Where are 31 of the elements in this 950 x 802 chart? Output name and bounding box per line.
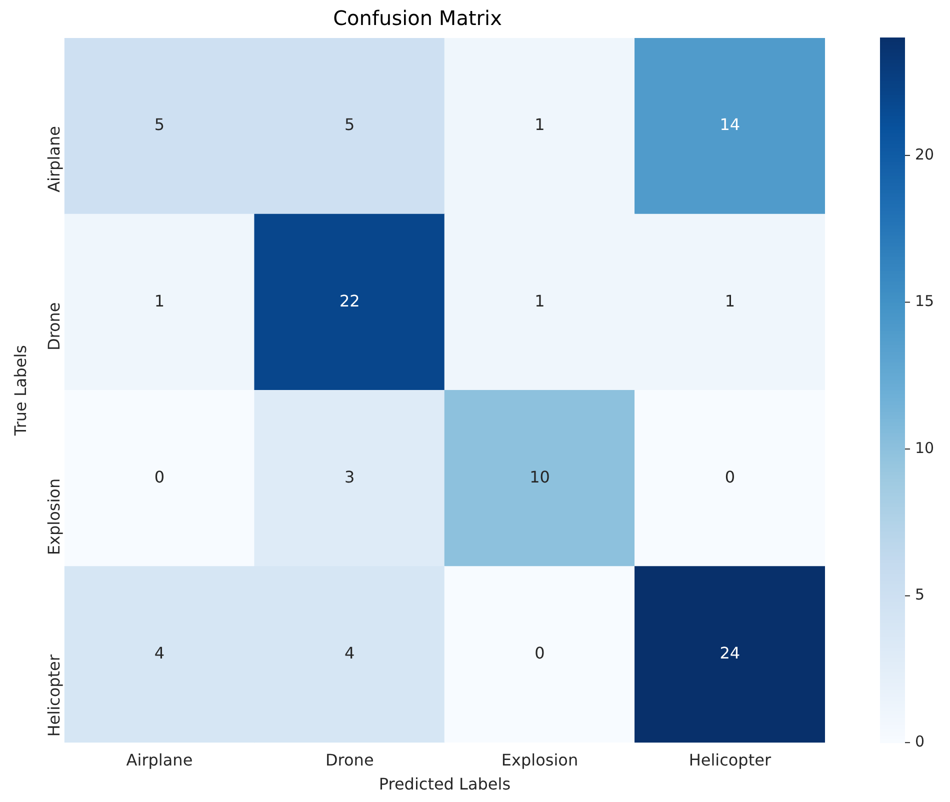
x-tick-label: Drone <box>325 750 374 770</box>
data-label: 0 <box>724 468 736 487</box>
data-label: 22 <box>339 291 360 310</box>
data-label: 10 <box>530 468 550 487</box>
y-tick-label: Airplane <box>44 126 64 192</box>
data-label: 0 <box>534 644 545 663</box>
data-label: 5 <box>154 115 165 134</box>
x-tick-label: Airplane <box>126 750 193 770</box>
chart-title: Confusion Matrix <box>333 6 502 30</box>
data-label: 4 <box>154 644 165 663</box>
data-label: 1 <box>724 291 736 310</box>
data-label: 14 <box>720 115 740 134</box>
color-bar-label: 10 <box>915 438 934 457</box>
x-tick-label: Explosion <box>501 750 578 770</box>
color-bar-label: 15 <box>915 292 934 310</box>
color-bar-label: 20 <box>915 145 934 164</box>
y-tick-label: Drone <box>44 302 64 351</box>
color-bar-label: 0 <box>915 732 925 750</box>
y-axis-title: True Labels <box>10 345 30 437</box>
data-label: 24 <box>720 644 740 663</box>
data-label: 1 <box>534 115 545 134</box>
data-label: 3 <box>344 468 355 487</box>
data-label: 0 <box>154 468 165 487</box>
x-tick-label: Helicopter <box>688 750 772 770</box>
data-label: 4 <box>344 644 355 663</box>
color-bar-label: 5 <box>915 586 925 604</box>
y-tick-label: Explosion <box>44 478 64 556</box>
data-label: 1 <box>154 291 165 310</box>
data-label: 5 <box>344 115 355 134</box>
x-axis-title: Predicted Labels <box>378 774 511 794</box>
data-label: 1 <box>534 291 545 310</box>
